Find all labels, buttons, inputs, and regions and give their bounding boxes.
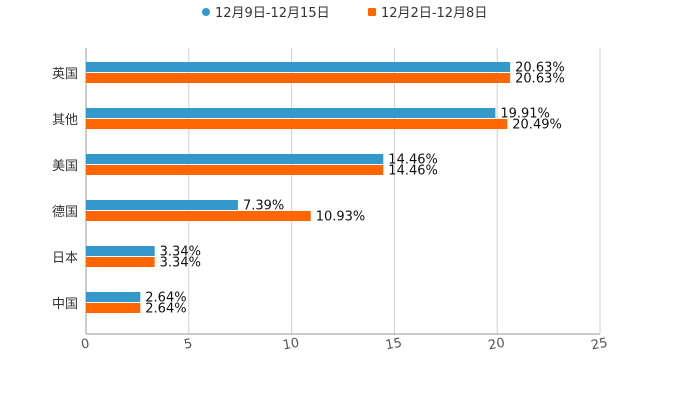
- data-label-series-2: 20.49%: [512, 118, 562, 133]
- data-label-series-2: 2.64%: [145, 302, 186, 317]
- data-label-series-1: 2.64%: [145, 291, 186, 306]
- grid-lines: [85, 48, 601, 335]
- data-label-series-2: 14.46%: [388, 164, 438, 179]
- bar-series-2[interactable]: [86, 73, 511, 83]
- legend: 12月9日-12月15日 12月2日-12月8日: [202, 6, 487, 21]
- category-label: 德国: [52, 205, 78, 220]
- value-axis: 0 5 10 15 20 25: [80, 336, 609, 354]
- data-label-series-2: 3.34%: [160, 256, 201, 271]
- data-label-series-1: 20.63%: [515, 61, 565, 76]
- data-label-series-2: 20.63%: [515, 72, 565, 87]
- category-label: 其他: [52, 113, 78, 128]
- bar-series-1[interactable]: [86, 108, 496, 118]
- bar-series-1[interactable]: [86, 154, 384, 164]
- category-label: 英国: [52, 67, 78, 82]
- data-label-series-1: 19.91%: [500, 107, 550, 122]
- bar-series-2[interactable]: [86, 165, 384, 175]
- category-label: 美国: [52, 159, 78, 174]
- x-tick-label: 25: [590, 336, 609, 354]
- bar-series-1[interactable]: [86, 62, 511, 72]
- legend-swatch-series-1: [202, 8, 210, 16]
- legend-swatch-series-2: [368, 8, 376, 16]
- data-label-series-2: 10.93%: [316, 210, 366, 225]
- data-label-series-1: 3.34%: [160, 245, 201, 260]
- bar-series-2[interactable]: [86, 303, 141, 313]
- bar-series-2[interactable]: [86, 119, 508, 129]
- bar-series-1[interactable]: [86, 246, 155, 256]
- bars: [86, 62, 511, 313]
- data-label-series-1: 7.39%: [243, 199, 284, 214]
- bar-series-1[interactable]: [86, 200, 238, 210]
- category-label: 日本: [52, 251, 78, 266]
- category-label: 中国: [52, 297, 78, 312]
- legend-label-series-2[interactable]: 12月2日-12月8日: [381, 6, 487, 21]
- bar-series-1[interactable]: [86, 292, 141, 302]
- data-label-series-1: 14.46%: [388, 153, 438, 168]
- x-tick-label: 0: [80, 336, 91, 352]
- x-tick-label: 10: [282, 336, 301, 354]
- legend-label-series-1[interactable]: 12月9日-12月15日: [215, 6, 330, 21]
- x-tick-label: 5: [183, 336, 194, 352]
- data-labels: 20.63%20.63% 19.91%20.49% 14.46%14.46% 7.39…: [145, 61, 564, 317]
- bar-series-2[interactable]: [86, 211, 311, 221]
- bar-series-2[interactable]: [86, 257, 155, 267]
- x-tick-label: 20: [487, 336, 506, 354]
- x-tick-label: 15: [384, 336, 403, 354]
